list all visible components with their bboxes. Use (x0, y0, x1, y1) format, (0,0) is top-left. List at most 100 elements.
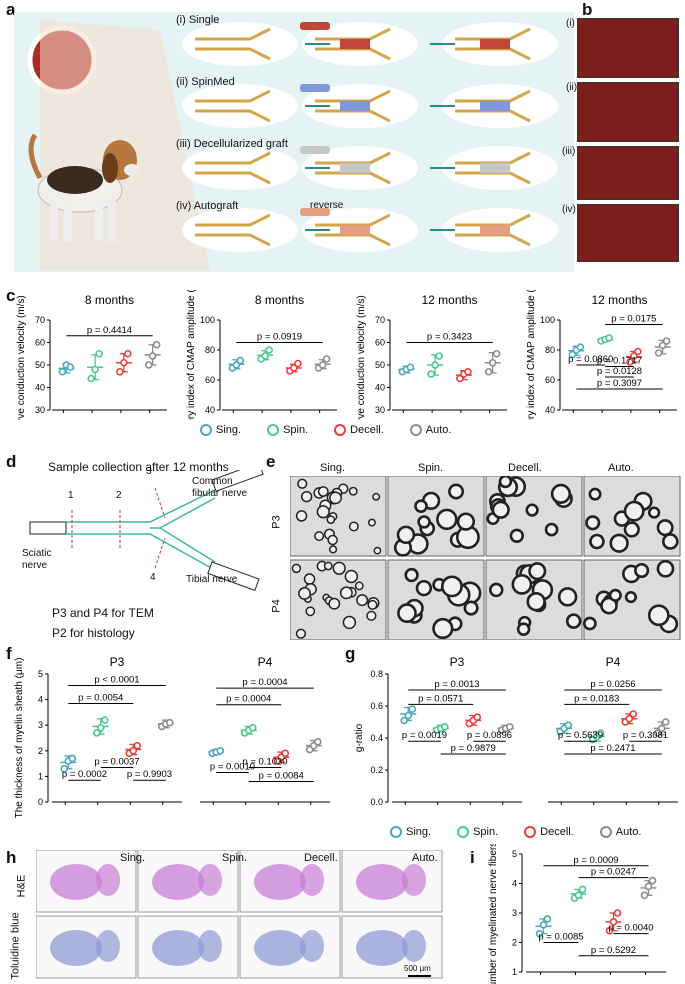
y-tick-label: 0.0 (370, 797, 383, 807)
myelinated-axon (656, 559, 675, 578)
nerve-fascicle (300, 930, 324, 962)
data-point (87, 374, 95, 383)
data-point (657, 724, 666, 733)
myelinated-axon (314, 531, 325, 542)
legend-item-spin: Spin. (457, 826, 498, 838)
y-axis-label: The number of myelinated nerve fibers (*… (488, 844, 499, 984)
p-value-label: p = 0.5292 (591, 945, 636, 956)
graft-segment-icon (340, 101, 370, 111)
tem-col-auto: Auto. (608, 462, 634, 474)
myelinated-axon (656, 519, 674, 537)
legend-g: Sing. Spin. Decell. Auto. (390, 826, 641, 838)
myelinated-axon (329, 491, 342, 505)
row-label-autograft: (iv) Autograft (176, 200, 239, 212)
note-histology: P2 for histology (52, 626, 135, 640)
data-point (96, 723, 105, 732)
p-value-label: p = 0.0013 (434, 679, 479, 690)
chart-title: 12 months (591, 293, 647, 307)
panel-label-a: a (6, 0, 16, 19)
myelinated-axon (565, 613, 582, 629)
data-point (596, 729, 605, 737)
myelinated-axon (557, 587, 578, 607)
myelinated-axon (488, 582, 504, 598)
myelinated-axon (295, 628, 306, 639)
y-tick-label: 80 (545, 345, 555, 355)
data-point (539, 921, 548, 929)
legend-marker-icon (267, 424, 280, 436)
legend-label: Decell. (540, 826, 574, 838)
y-tick-label: 4 (38, 695, 43, 705)
myelinated-axon (436, 508, 458, 531)
chart-title: P4 (606, 655, 621, 669)
y-tick-label: 100 (540, 315, 555, 325)
myelinated-axon (600, 596, 618, 615)
data-point (576, 343, 585, 351)
data-point (609, 918, 618, 926)
data-point (165, 718, 174, 727)
row-label-single: (i) Single (176, 14, 220, 26)
data-point (440, 723, 449, 731)
graft-segment-icon (480, 101, 510, 111)
myelinated-axon (339, 586, 353, 600)
nerve-fascicle (402, 930, 426, 962)
legend-item-sing: Sing. (200, 424, 241, 436)
myelinated-axon (305, 606, 316, 617)
legend-item-auto: Auto. (599, 826, 641, 838)
data-point (626, 358, 634, 366)
chart-f: 0 1 2 3 4 5 The thickness of myelin sheath (μm… (14, 655, 330, 818)
legend-marker-icon (599, 826, 612, 838)
panel-label-i: i (470, 848, 475, 867)
data-point (564, 721, 573, 729)
histo-row-toluidine: Toluidine blue (9, 912, 22, 980)
legend-label: Spin. (473, 826, 499, 838)
legend-marker-icon (200, 424, 212, 436)
p-value-label: p = 0.0004 (226, 694, 271, 705)
nerve-stage-ellipse (182, 22, 298, 66)
histo-col-spin: Spin. (222, 852, 248, 864)
y-tick-label: 40 (205, 405, 215, 415)
myelinated-axon (544, 522, 559, 537)
data-point (653, 729, 662, 737)
panel-label-d: d (6, 452, 17, 471)
graft-segment-icon (340, 39, 370, 49)
myelinated-axon (298, 587, 312, 600)
legend-marker-icon (457, 826, 470, 838)
p-value-label: p = 0.0247 (591, 867, 636, 878)
data-point (95, 349, 103, 358)
panel-label-g: g (345, 644, 356, 663)
myelinated-axon (295, 510, 308, 522)
y-tick-label: 40 (35, 383, 45, 393)
legend-marker-icon (390, 826, 402, 838)
nerve-fascicle (300, 864, 324, 896)
myelinated-axon (367, 518, 376, 527)
myelinated-axon (332, 561, 346, 575)
data-point (630, 352, 638, 360)
legend-label: Decell. (350, 424, 384, 436)
myelinated-axon (397, 603, 417, 623)
panel-a-illustration (27, 20, 558, 270)
myelinated-axon (585, 515, 601, 531)
data-point (406, 363, 415, 372)
legend-marker-icon (409, 424, 422, 436)
chart-title: P4 (258, 655, 273, 669)
p-value-label: p = 0.9903 (127, 769, 172, 780)
photo-label-3: (iii) (562, 146, 576, 157)
legend-item-decell: Decell. (334, 424, 384, 436)
nerve-fascicle (198, 864, 222, 896)
data-point (148, 352, 157, 360)
y-tick-label: 5 (38, 669, 43, 679)
sciatic-label-line1: Sciatic (22, 548, 52, 559)
data-point (634, 347, 642, 356)
data-point (313, 738, 322, 746)
data-point (578, 885, 587, 894)
panel-label-h: h (6, 848, 17, 867)
data-point (120, 358, 128, 367)
myelinated-axon (528, 562, 547, 581)
chart-i: 1 2 3 4 5 The number of myelinated nerve fibe… (488, 844, 666, 984)
data-point (488, 358, 497, 367)
myelinated-axon (367, 599, 378, 610)
data-point (456, 374, 464, 383)
y-tick-label: 70 (35, 315, 45, 325)
p-value-label: p = 0.2471 (590, 743, 635, 754)
